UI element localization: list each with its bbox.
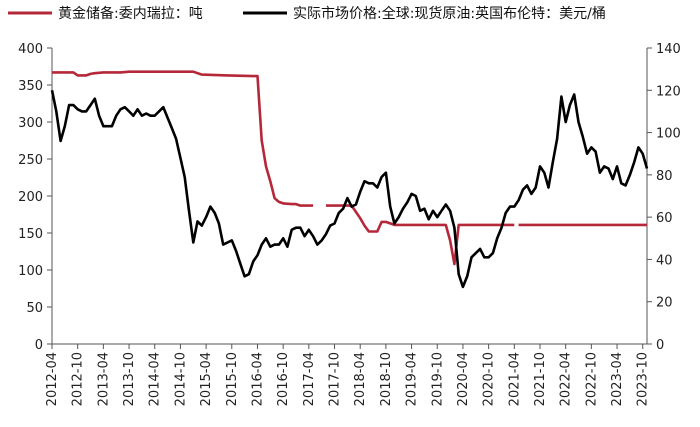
brent-oil-line-segment-0 [50, 90, 649, 289]
y-left-tick-label: 250 [18, 153, 43, 168]
x-tick-label: 2019-10 [430, 352, 445, 406]
x-tick-label: 2014-10 [173, 352, 188, 406]
y-left-tick-label: 100 [18, 264, 43, 279]
y-right-tick-label: 80 [656, 169, 673, 184]
y-right-tick-label: 40 [656, 253, 673, 268]
x-tick-label: 2017-10 [328, 352, 343, 406]
legend: 黄金储备:委内瑞拉：吨 实际市场价格:全球:现货原油:英国布伦特：美元/桶 [8, 5, 606, 22]
series-lines [50, 70, 649, 289]
x-tick-label: 2016-04 [250, 352, 265, 406]
x-tick-label: 2020-10 [482, 352, 497, 406]
x-tick-label: 2021-10 [533, 352, 548, 406]
y-right-tick-label: 140 [656, 42, 681, 57]
x-tick-label: 2019-04 [405, 352, 420, 406]
y-right-tick-label: 100 [656, 127, 681, 142]
x-tick-label: 2012-10 [71, 352, 86, 406]
y-left-tick-label: 200 [18, 190, 43, 205]
x-tick-label: 2012-04 [45, 352, 60, 406]
y-left-tick-label: 150 [18, 227, 43, 242]
y-left-tick-label: 350 [18, 79, 43, 94]
axes: 0 50 100 150 200 250 300 350 400 0 20 40 60 80 100 120 1… [18, 42, 681, 406]
x-tick-label: 2016-10 [276, 352, 291, 406]
legend-label-oil: 实际市场价格:全球:现货原油:英国布伦特：美元/桶 [293, 5, 606, 22]
x-tick-label: 2023-10 [636, 352, 651, 406]
y-right-tick-label: 20 [656, 296, 673, 311]
x-tick-label: 2015-04 [199, 352, 214, 406]
x-tick-label: 2022-04 [559, 352, 574, 406]
x-tick-label: 2013-10 [122, 352, 137, 406]
legend-label-gold: 黄金储备:委内瑞拉：吨 [58, 5, 203, 22]
x-tick-label: 2014-04 [148, 352, 163, 406]
x-tick-label: 2021-04 [507, 352, 522, 406]
x-tick-label: 2023-04 [610, 352, 625, 406]
y-right-tick-label: 0 [656, 338, 664, 353]
y-left-tick-label: 300 [18, 116, 43, 131]
gold-reserve-line-segment-0 [52, 70, 314, 207]
x-tick-label: 2018-10 [379, 352, 394, 406]
x-tick-label: 2020-04 [456, 352, 471, 406]
x-tick-label: 2013-04 [96, 352, 111, 406]
y-left-tick-label: 400 [18, 42, 43, 57]
x-tick-label: 2022-10 [584, 352, 599, 406]
y-right-tick-label: 120 [656, 84, 681, 99]
x-tick-label: 2018-04 [353, 352, 368, 406]
y-left-tick-label: 0 [35, 338, 43, 353]
x-tick-label: 2015-10 [225, 352, 240, 406]
gold-reserve-line-segment-1 [326, 204, 515, 266]
y-left-tick-label: 50 [26, 301, 43, 316]
y-right-tick-label: 60 [656, 211, 673, 226]
x-tick-label: 2017-04 [302, 352, 317, 406]
